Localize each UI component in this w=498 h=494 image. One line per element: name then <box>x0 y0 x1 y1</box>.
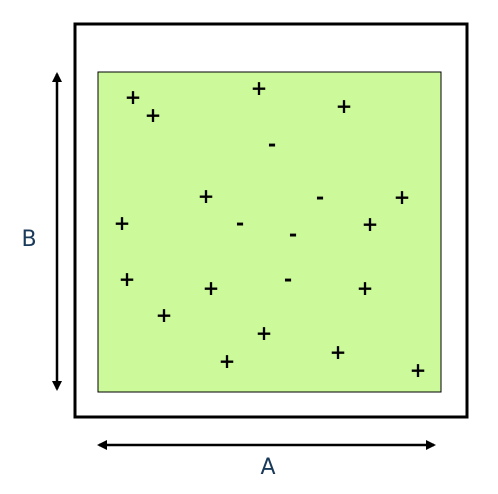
positive-charge: + <box>256 321 273 345</box>
positive-charge: + <box>114 211 131 235</box>
positive-charge: + <box>394 185 411 209</box>
width-label: A <box>260 455 275 480</box>
negative-charge: - <box>268 132 276 156</box>
positive-charge: + <box>336 94 353 118</box>
charges-group: ++++-+ - ++ - - ++ + - ++++ ++ <box>114 76 427 382</box>
positive-charge: + <box>145 103 162 127</box>
positive-charge: + <box>198 184 215 208</box>
negative-charge: - <box>289 222 297 246</box>
positive-charge: + <box>203 276 220 300</box>
positive-charge: + <box>410 358 427 382</box>
height-label: B <box>21 227 36 252</box>
positive-charge: + <box>156 303 173 327</box>
positive-charge: + <box>330 340 347 364</box>
positive-charge: + <box>219 349 236 373</box>
negative-charge: - <box>284 267 292 291</box>
positive-charge: + <box>251 76 268 100</box>
positive-charge: + <box>119 267 136 291</box>
negative-charge: - <box>316 185 324 209</box>
positive-charge: + <box>125 85 142 109</box>
negative-charge: - <box>236 211 244 235</box>
charged-region <box>97 71 442 393</box>
positive-charge: + <box>362 212 379 236</box>
positive-charge: + <box>357 276 374 300</box>
